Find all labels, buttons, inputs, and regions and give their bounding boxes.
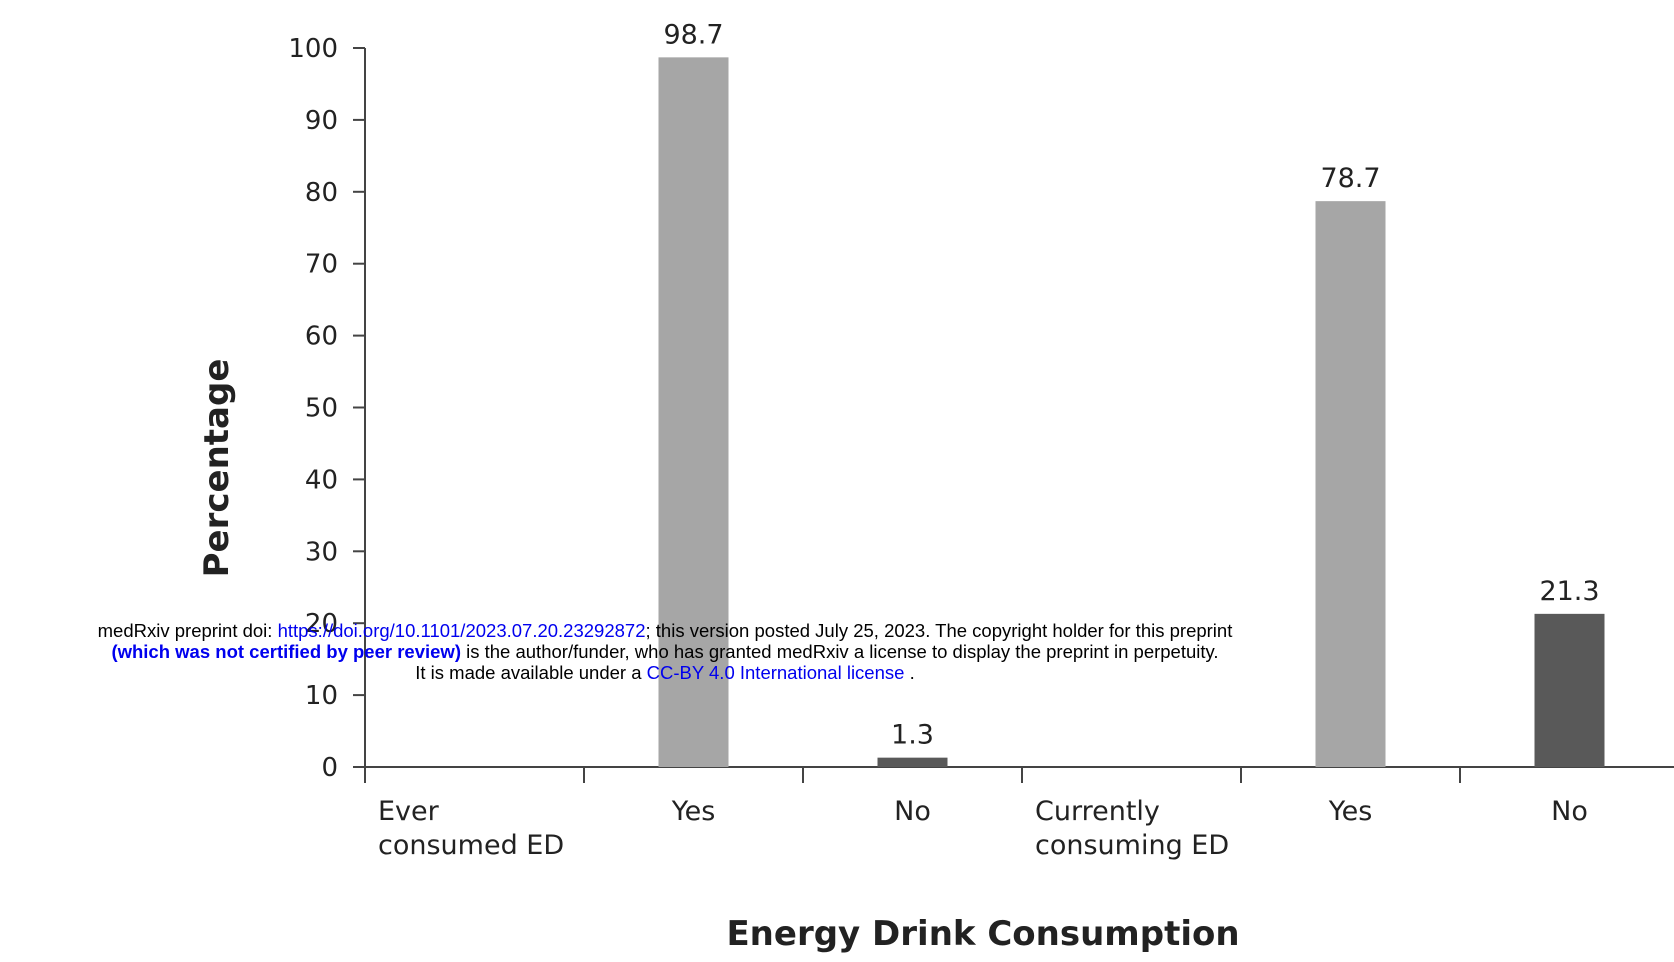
- y-tick-label: 50: [305, 394, 338, 424]
- y-tick-label: 0: [321, 753, 338, 783]
- category-label: No: [1551, 796, 1588, 827]
- bars: [658, 57, 1605, 768]
- category-label: Ever consumed ED: [378, 796, 564, 861]
- x-axis: [364, 766, 1674, 783]
- bar: [877, 757, 948, 767]
- bar: [1315, 201, 1386, 768]
- watermark-line-1: medRxiv preprint doi: https://doi.org/10…: [0, 620, 1330, 641]
- watermark-text: .: [904, 662, 915, 683]
- y-tick-label: 80: [305, 178, 338, 208]
- watermark-line-3: It is made available under a CC-BY 4.0 I…: [0, 662, 1330, 683]
- y-tick-label: 90: [305, 106, 338, 136]
- bar-value-label: 78.7: [1320, 163, 1380, 194]
- category-label: No: [894, 796, 931, 827]
- x-axis-title: Energy Drink Consumption: [726, 914, 1239, 954]
- y-tick-label: 10: [305, 681, 338, 711]
- preprint-watermark: medRxiv preprint doi: https://doi.org/10…: [0, 620, 1330, 683]
- category-labels: Ever consumed ED Yes No Currently consuming E…: [378, 796, 1588, 861]
- category-label: Yes: [671, 796, 716, 827]
- category-label: Yes: [1328, 796, 1373, 827]
- y-tick-label: 30: [305, 537, 338, 567]
- y-tick-label: 40: [305, 465, 338, 495]
- doi-link[interactable]: https://doi.org/10.1101/2023.07.20.23292…: [277, 620, 646, 641]
- y-axis: 0 10 20 30 40 50 60 70 80 90 100: [288, 34, 366, 783]
- license-link[interactable]: CC-BY 4.0 International license: [646, 662, 905, 683]
- y-tick-label: 100: [288, 34, 338, 64]
- bar-value-label: 98.7: [663, 19, 723, 50]
- y-tick-label: 60: [305, 322, 338, 352]
- watermark-text: ; this version posted July 25, 2023. The…: [645, 620, 1233, 641]
- watermark-line-2: (which was not certified by peer review)…: [0, 641, 1330, 662]
- watermark-text: It is made available under a: [415, 662, 647, 683]
- watermark-text: is the author/funder, who has granted me…: [460, 641, 1219, 662]
- bar: [1534, 613, 1605, 767]
- watermark-text: medRxiv preprint doi:: [97, 620, 278, 641]
- bar: [658, 57, 729, 768]
- y-tick-label: 70: [305, 250, 338, 280]
- peer-review-note: (which was not certified by peer review): [111, 641, 461, 662]
- category-label: Currently consuming ED: [1035, 796, 1229, 861]
- bar-value-label: 1.3: [891, 720, 934, 751]
- y-axis-title: Percentage: [197, 359, 237, 578]
- value-labels: 98.7 1.3 78.7 21.3: [663, 19, 1599, 750]
- bar-value-label: 21.3: [1539, 576, 1599, 607]
- y-tick-label: 20: [305, 609, 338, 639]
